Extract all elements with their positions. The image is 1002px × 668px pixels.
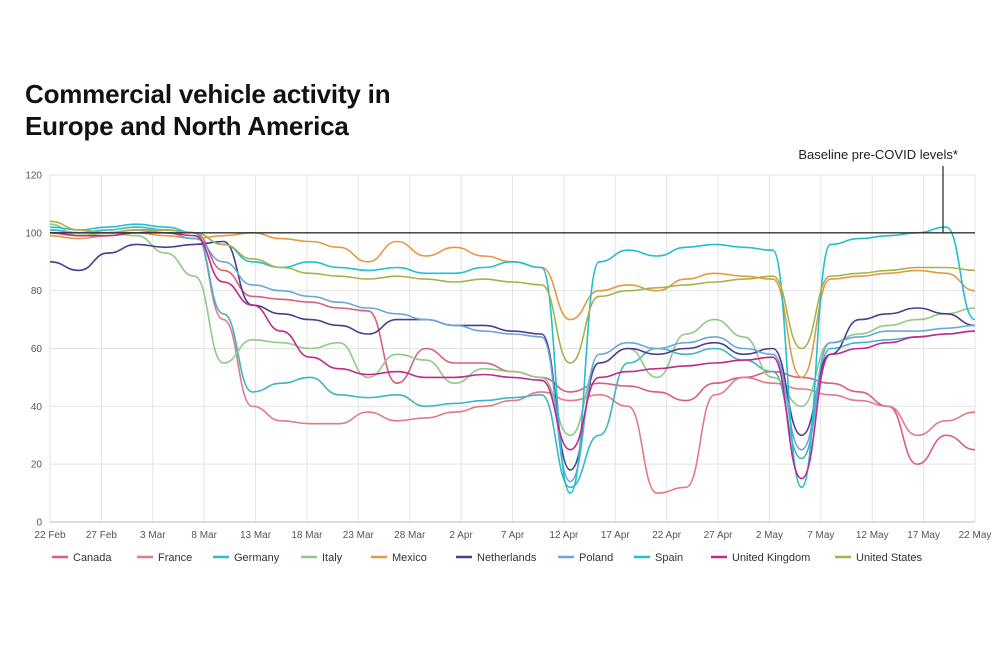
legend-label: Canada [73,552,112,564]
y-tick-label: 20 [31,460,43,471]
legend-label: France [158,552,192,564]
legend-label: Mexico [392,552,427,564]
series-lines [49,220,976,494]
x-tick-label: 12 May [856,530,889,541]
x-tick-label: 28 Mar [394,530,426,541]
legend-item-poland: Poland [558,552,613,564]
x-tick-label: 27 Apr [704,530,734,541]
x-tick-label: 17 May [907,530,940,541]
legend-item-germany: Germany [213,552,280,564]
legend-label: United Kingdom [732,552,810,564]
legend: Canada France Germany Italy Mexico Netherland… [52,552,923,564]
legend-item-france: France [137,552,192,564]
baseline: Baseline pre-COVID levels* [50,147,975,234]
series-line-united-kingdom [49,232,976,480]
y-tick-label: 120 [25,171,42,182]
legend-label: Spain [655,552,683,564]
legend-label: Italy [322,552,343,564]
x-tick-label: 3 Mar [140,530,166,541]
legend-item-united-states: United States [835,552,923,564]
legend-item-united-kingdom: United Kingdom [711,552,810,564]
legend-item-netherlands: Netherlands [456,552,537,564]
baseline-label: Baseline pre-COVID levels* [798,147,958,162]
x-tick-label: 17 Apr [601,530,631,541]
x-tick-label: 2 Apr [449,530,473,541]
chart-title: Commercial vehicle activity in Europe an… [25,79,391,141]
x-tick-label: 22 May [959,530,992,541]
series-line-italy [49,223,976,437]
y-tick-label: 0 [36,518,42,529]
series-line-germany [49,226,976,489]
legend-item-italy: Italy [301,552,343,564]
x-axis-ticks: 22 Feb 27 Feb 3 Mar 8 Mar 13 Mar 18 Mar 23 Mar… [34,530,991,541]
y-axis-ticks: 0 20 40 60 80 100 120 [25,171,42,529]
y-tick-label: 60 [31,344,43,355]
x-tick-label: 2 May [756,530,783,541]
legend-item-mexico: Mexico [371,552,427,564]
x-tick-label: 7 Apr [501,530,525,541]
legend-label: Netherlands [477,552,537,564]
legend-label: Poland [579,552,613,564]
y-tick-label: 100 [25,228,42,239]
x-tick-label: 13 Mar [240,530,272,541]
x-tick-label: 27 Feb [86,530,118,541]
legend-label: United States [856,552,923,564]
x-tick-label: 7 May [807,530,834,541]
x-tick-label: 8 Mar [191,530,217,541]
legend-label: Germany [234,552,280,564]
x-tick-label: 18 Mar [291,530,323,541]
x-tick-label: 12 Apr [549,530,579,541]
legend-item-canada: Canada [52,552,112,564]
y-tick-label: 40 [31,402,43,413]
x-tick-label: 22 Apr [652,530,682,541]
legend-item-spain: Spain [634,552,683,564]
x-tick-label: 23 Mar [343,530,375,541]
series-line-united-states [49,220,976,364]
x-tick-label: 22 Feb [34,530,66,541]
series-line-poland [50,229,976,483]
y-tick-label: 80 [31,286,43,297]
